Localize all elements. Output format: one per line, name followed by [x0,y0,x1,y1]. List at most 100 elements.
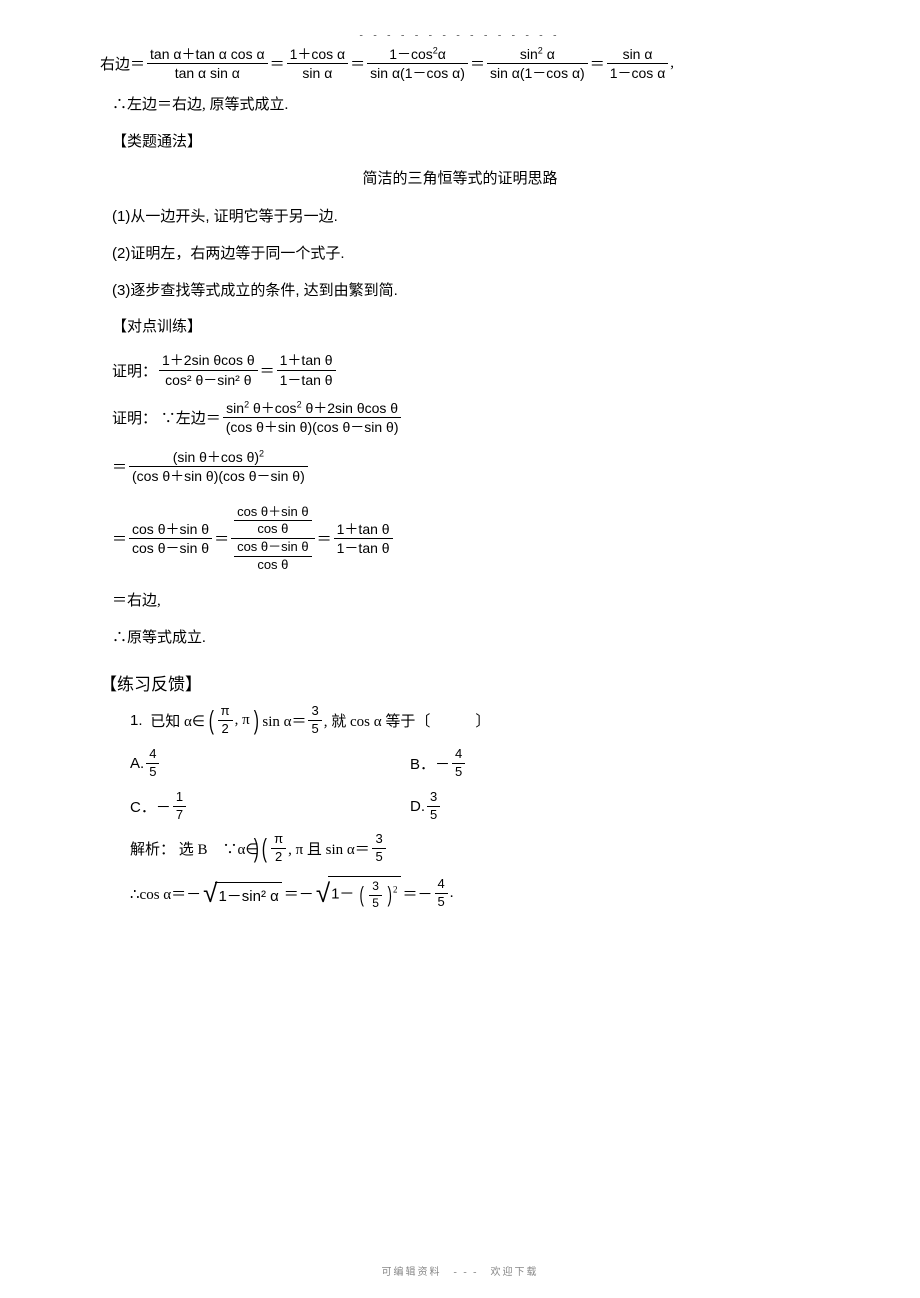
num: 4 [435,876,448,894]
eq-sign: ＝ [470,53,485,74]
p1-frac: sin2 θ＋cos2 θ＋2sin θcos θ (cos θ＋sin θ)(… [223,399,402,436]
choice-d-label: D. [410,798,425,815]
num: π [271,831,286,849]
q1-text-b: , π [235,712,250,729]
dash-separator: - - - - - - - - - - - - - - - [100,30,820,41]
sol-mid: , π 且 sin α＝ [288,838,370,859]
p3a-frac: cos θ＋sin θ cos θ－sin θ [129,520,212,557]
num: 1 [173,789,186,807]
num: 3 [372,831,385,849]
frac3-den: sin α(1－cos α) [367,64,468,82]
method-step-2: (2)证明左，右两边等于同一个式子. [100,240,820,267]
proof-step-1: 证明： ∵左边＝ sin2 θ＋cos2 θ＋2sin θcos θ (cos … [100,399,820,436]
practice-heading: 【对点训练】 [100,314,820,341]
den: 5 [146,764,159,781]
sup: 2 [297,399,302,409]
lparen: ( [360,882,364,908]
eq-sign: ＝－ [403,883,433,904]
frac-5: sin α 1－cos α [607,45,669,82]
nd: cos θ [234,521,312,538]
den: 5 [427,807,440,824]
dn: cos θ－sin θ [234,539,312,557]
num: 3 [369,879,382,896]
choice-c-label: C．－ [130,796,171,817]
num: π [218,703,233,721]
sol-r2a: ∴cos α＝－ [130,883,201,904]
question-1: 1. 已知 α∈ ( π 2 , π ) sin α＝ 3 5 , 就 cos … [130,703,820,738]
nn: cos θ＋sin θ [234,504,312,522]
eq-sign: ＝ [317,528,332,549]
sup: 2 [393,885,398,895]
num: 1＋tan θ [277,351,336,370]
frac2-den: sin α [287,64,349,82]
den: 5 [372,849,385,866]
proof-label: 证明： ∵左边＝ [112,407,221,428]
num: cos θ＋sin θ cos θ [231,504,315,540]
den: 2 [218,721,233,738]
result-frac: 4 5 [435,876,448,911]
sqrt-body: 1－ ( 3 5 )2 [328,876,400,911]
frac1-num: tan α＋tan α cos α [147,45,268,64]
sup: 2 [259,448,264,458]
frac3-num: 1－cos2α [367,45,468,64]
den: 5 [369,896,382,912]
lparen: ( [209,705,214,736]
solution-row-1: 解析： 选 B ∵α∈ ( π 2 , π 且 sin α＝ ) 3 5 [130,831,820,866]
equation-right-side: 右边＝ tan α＋tan α cos α tan α sin α ＝ 1＋co… [100,45,820,82]
sin-value: 3 5 [308,703,321,738]
tail: , [670,55,674,72]
method-title: 简洁的三角恒等式的证明思路 [100,166,820,193]
t: α [547,46,555,62]
eq-lhs-label: 右边＝ [100,53,145,74]
t: α [438,46,446,62]
prove-statement: 证明： 1＋2sin θcos θ cos² θ－sin² θ ＝ 1＋tan … [100,351,820,388]
proof-step-3: ＝ cos θ＋sin θ cos θ－sin θ ＝ cos θ＋sin θ … [100,504,820,575]
sol-interval: π 2 [271,831,286,866]
t: θ＋cos [253,400,297,416]
den: (cos θ＋sin θ)(cos θ－sin θ) [129,467,308,485]
p3c-frac: 1＋tan θ 1－tan θ [334,520,393,557]
p3b-frac: cos θ＋sin θ cos θ cos θ－sin θ cos θ [231,504,315,575]
t: (1)从一边开头, 证明它等于另一边. [112,208,338,225]
period: . [450,885,454,902]
t: (2)证明左，右两边等于同一个式子. [112,245,345,262]
inner-frac-den: cos θ－sin θ cos θ [234,539,312,574]
num: 1＋2sin θcos θ [159,351,258,370]
sqrt-body: 1－sin² α [215,882,281,906]
den: 5 [435,894,448,911]
choice-b-label: B．－ [410,753,450,774]
den: 7 [173,807,186,824]
choice-a-label: A. [130,755,144,772]
choice-c-value: 1 7 [173,789,186,824]
den: 2 [271,849,286,866]
t: (sin θ＋cos θ) [173,449,259,465]
inner-frac: 3 5 [369,879,382,911]
num: (sin θ＋cos θ)2 [129,448,308,467]
frac1-den: tan α sin α [147,64,268,82]
choice-a-value: 4 5 [146,746,159,781]
choice-b-value: 4 5 [452,746,465,781]
method-heading: 【类题通法】 [100,129,820,156]
num: 4 [452,746,465,764]
eq-sign: ＝ [112,456,127,477]
den: 1－tan θ [277,371,336,389]
eq-sign: ＝－ [284,883,314,904]
q1-text-d: , 就 cos α 等于〔 〕 [324,710,491,731]
num: 3 [427,789,440,807]
t: sin [226,400,244,416]
eq-sign: ＝ [350,53,365,74]
sol-sin-value: 3 5 [372,831,385,866]
eq-sign: ＝ [260,360,275,381]
num: 3 [308,703,321,721]
choice-d-value: 3 5 [427,789,440,824]
eq-sign: ＝ [270,53,285,74]
t: sin [520,46,538,62]
sup: 2 [244,399,249,409]
choice-row-cd: C．－ 1 7 D. 3 5 [130,789,820,824]
den: cos² θ－sin² θ [159,371,258,389]
prove-lhs: 1＋2sin θcos θ cos² θ－sin² θ [159,351,258,388]
sqrt-1: √ 1－sin² α [203,882,282,906]
den: 5 [308,721,321,738]
num: 4 [146,746,159,764]
frac4-num: sin2 α [487,45,588,64]
